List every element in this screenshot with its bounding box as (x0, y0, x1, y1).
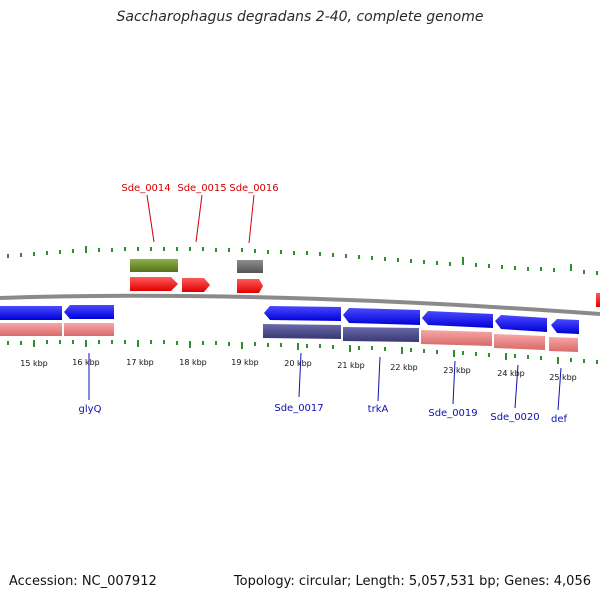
ruler-label: 22 kbp (390, 363, 418, 372)
cds-sde-0015[interactable] (182, 278, 210, 292)
ruler-label: 15 kbp (20, 359, 48, 368)
cds-sde-0020[interactable] (495, 315, 547, 332)
label-trka[interactable]: trkA (368, 404, 389, 415)
cds-sde-0017[interactable] (264, 306, 341, 321)
forward-cds-track (130, 277, 600, 307)
gene-reverse-left-edge[interactable] (0, 323, 62, 336)
cds-sde-0016[interactable] (237, 279, 263, 293)
label-sde-0020[interactable]: Sde_0020 (490, 412, 539, 423)
cds-def[interactable] (551, 319, 579, 334)
map-title: Saccharophagus degradans 2-40, complete … (116, 9, 484, 25)
genome-summary-text: Topology: circular; Length: 5,057,531 bp… (233, 574, 591, 589)
gene-sde-0014[interactable] (130, 259, 178, 272)
ruler-label: 16 kbp (72, 358, 100, 367)
label-sde-0015[interactable]: Sde_0015 (177, 183, 226, 194)
accession-text: Accession: NC_007912 (9, 574, 157, 589)
ruler-label: 19 kbp (231, 358, 259, 367)
gene-def[interactable] (549, 337, 578, 352)
genome-backbone (0, 293, 600, 316)
label-sde-0019[interactable]: Sde_0019 (428, 408, 477, 419)
gene-sde-0020[interactable] (494, 334, 545, 350)
gene-sde-0019[interactable] (421, 330, 492, 346)
ruler-label: 23 kbp (443, 366, 471, 375)
gene-sde-0016[interactable] (237, 260, 263, 273)
gene-sde-0017[interactable] (263, 324, 341, 339)
ruler-label: 18 kbp (179, 358, 207, 367)
cds-sde-0014[interactable] (130, 277, 178, 291)
label-glyq[interactable]: glyQ (79, 404, 102, 415)
lower-tick-ring (7, 340, 598, 364)
reverse-cds-track (0, 305, 579, 334)
ruler-label: 24 kbp (497, 369, 525, 378)
label-sde-0017[interactable]: Sde_0017 (274, 403, 323, 414)
ruler-label: 17 kbp (126, 358, 154, 367)
reverse-gene-track (0, 323, 578, 352)
forward-gene-track (130, 259, 263, 273)
ruler-label: 20 kbp (284, 359, 312, 368)
cds-sde-0019[interactable] (422, 311, 493, 328)
gene-trka[interactable] (343, 327, 419, 342)
cds-trka[interactable] (343, 308, 420, 325)
label-sde-0014[interactable]: Sde_0014 (121, 183, 170, 194)
ruler-labels: 15 kbp 16 kbp 17 kbp 18 kbp 19 kbp 20 kb… (20, 358, 577, 382)
cds-reverse-left-edge[interactable] (0, 306, 62, 320)
cds-edge-forward[interactable] (596, 293, 600, 307)
label-def[interactable]: def (551, 414, 568, 425)
ruler-label: 21 kbp (337, 361, 365, 370)
gene-glyq[interactable] (64, 323, 114, 336)
ruler-label: 25 kbp (549, 373, 577, 382)
bottom-feature-labels: glyQ Sde_0017 trkA Sde_0019 Sde_0020 def (79, 352, 568, 425)
top-feature-labels: Sde_0014 Sde_0015 Sde_0016 (121, 183, 279, 244)
upper-tick-ring (7, 246, 598, 275)
cds-glyq[interactable] (64, 305, 114, 319)
label-sde-0016[interactable]: Sde_0016 (229, 183, 278, 194)
